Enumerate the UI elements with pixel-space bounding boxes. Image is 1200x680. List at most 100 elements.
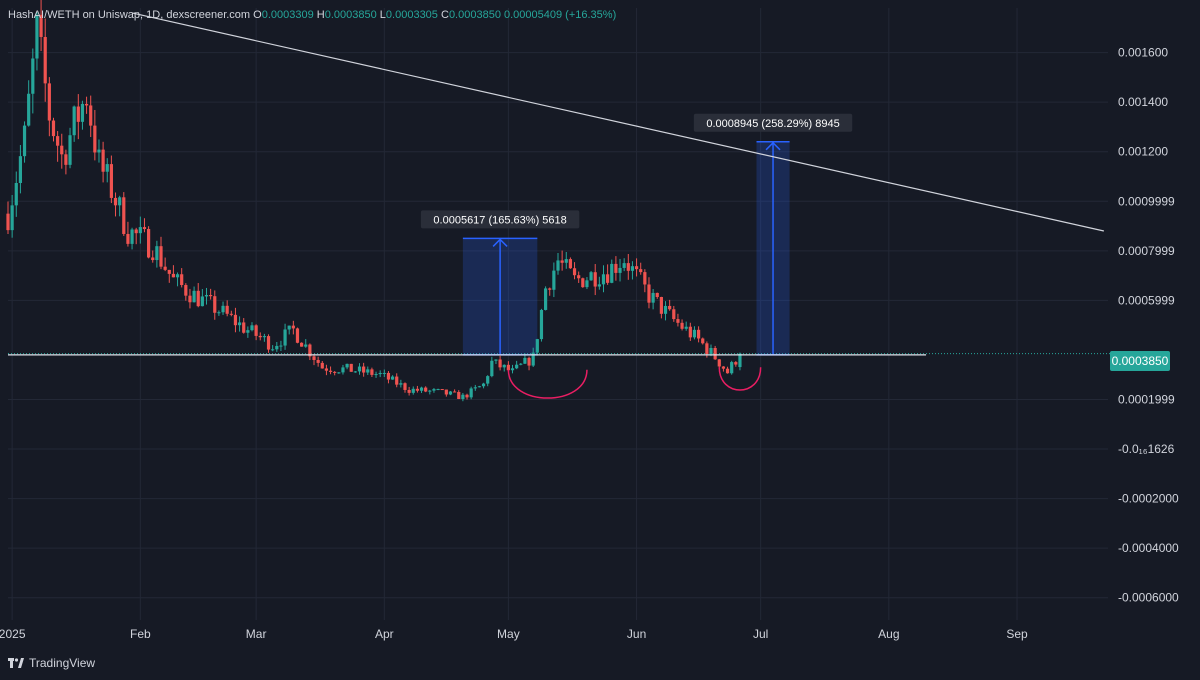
candle-body: [676, 319, 680, 323]
candle-body: [457, 391, 461, 400]
candle-body: [663, 305, 668, 314]
candle-body: [229, 313, 233, 315]
candle-body: [175, 274, 180, 278]
candle-body: [382, 372, 386, 374]
tradingview-brand[interactable]: TradingView: [8, 656, 95, 670]
x-tick-label: May: [497, 627, 520, 641]
candle-body: [477, 386, 482, 388]
candle-body: [14, 182, 18, 206]
candle-body: [337, 372, 341, 374]
candle-body: [295, 328, 300, 343]
candle-body: [266, 336, 271, 350]
candle-body: [80, 103, 85, 122]
candle-body: [738, 353, 742, 368]
candle-body: [618, 267, 622, 273]
candle-body: [453, 391, 457, 393]
candle-body: [725, 368, 730, 374]
candle-body: [684, 326, 688, 329]
candle-body: [291, 325, 295, 329]
candle-body: [233, 314, 238, 326]
candle-body: [250, 325, 254, 331]
candle-body: [209, 295, 213, 297]
candle-body: [697, 329, 701, 339]
open-label: O: [253, 9, 262, 21]
candle-body: [634, 266, 639, 270]
candle-body: [643, 272, 647, 285]
candle-body: [97, 149, 101, 153]
candle-body: [688, 326, 692, 338]
candle-body: [469, 388, 473, 398]
candle-body: [568, 259, 573, 269]
candle-body: [606, 274, 610, 283]
y-tick-label: 0.0009999: [1118, 194, 1175, 208]
candle-body: [217, 312, 221, 314]
candle-body: [138, 227, 142, 234]
candle-body: [506, 364, 510, 371]
candle-body: [6, 213, 10, 231]
candle-body: [246, 330, 250, 333]
candle-body: [539, 309, 544, 340]
candle-body: [35, 14, 39, 59]
candle-body: [221, 305, 225, 313]
bottom-arc: [718, 367, 762, 391]
candle-body: [159, 246, 163, 267]
candle-body: [593, 272, 597, 287]
candle-body: [424, 387, 428, 392]
x-tick-label: Aug: [878, 627, 899, 641]
measure-arrow-head: [765, 141, 781, 151]
candle-body: [515, 364, 519, 369]
candle-body: [142, 227, 147, 230]
candle-body: [18, 156, 23, 183]
candle-body: [721, 366, 726, 369]
candle-body: [432, 389, 436, 391]
candle-body: [378, 372, 382, 375]
candle-body: [84, 103, 89, 106]
candle-body: [717, 359, 721, 367]
candle-body: [171, 273, 176, 278]
candle-body: [498, 359, 502, 368]
candle-body: [105, 164, 109, 172]
candle-body: [271, 349, 275, 351]
candle-body: [713, 347, 717, 360]
candle-body: [225, 305, 229, 314]
close-value: 0.0003850: [448, 9, 501, 21]
candle-body: [113, 197, 118, 206]
x-tick-label: Jun: [627, 627, 646, 641]
low-label: L: [379, 9, 386, 21]
candle-body: [89, 105, 93, 126]
high-label: H: [316, 9, 325, 21]
candle-body: [316, 359, 320, 363]
candle-body: [709, 347, 713, 355]
x-tick-label: Sep: [1006, 627, 1028, 641]
candle-body: [672, 309, 676, 320]
y-tick-label: 0.0007999: [1118, 244, 1175, 258]
candle-body: [543, 288, 548, 310]
candle-body: [320, 362, 324, 369]
candle-body: [275, 345, 279, 350]
candle-body: [300, 342, 304, 347]
candle-body: [39, 14, 43, 37]
candle-body: [192, 290, 196, 303]
candle-body: [490, 360, 494, 377]
candle-body: [258, 335, 262, 338]
candle-body: [668, 305, 672, 310]
candle-body: [622, 263, 626, 268]
candle-body: [47, 83, 51, 121]
candle-body: [734, 362, 738, 365]
candle-body: [651, 292, 655, 303]
candle-body: [155, 246, 159, 261]
candle-body: [151, 257, 155, 261]
candle-body: [577, 275, 581, 279]
y-tick-label: 0.001600: [1118, 46, 1168, 60]
candle-body: [101, 149, 105, 172]
candle-body: [436, 389, 440, 391]
candle-body: [601, 274, 606, 285]
candle-body: [597, 284, 601, 287]
candle-body: [705, 343, 709, 355]
open-value: 0.0003309: [261, 9, 314, 21]
candle-body: [312, 356, 316, 360]
x-tick-label: Apr: [375, 627, 394, 641]
candle-body: [308, 344, 312, 357]
candle-body: [31, 58, 35, 94]
